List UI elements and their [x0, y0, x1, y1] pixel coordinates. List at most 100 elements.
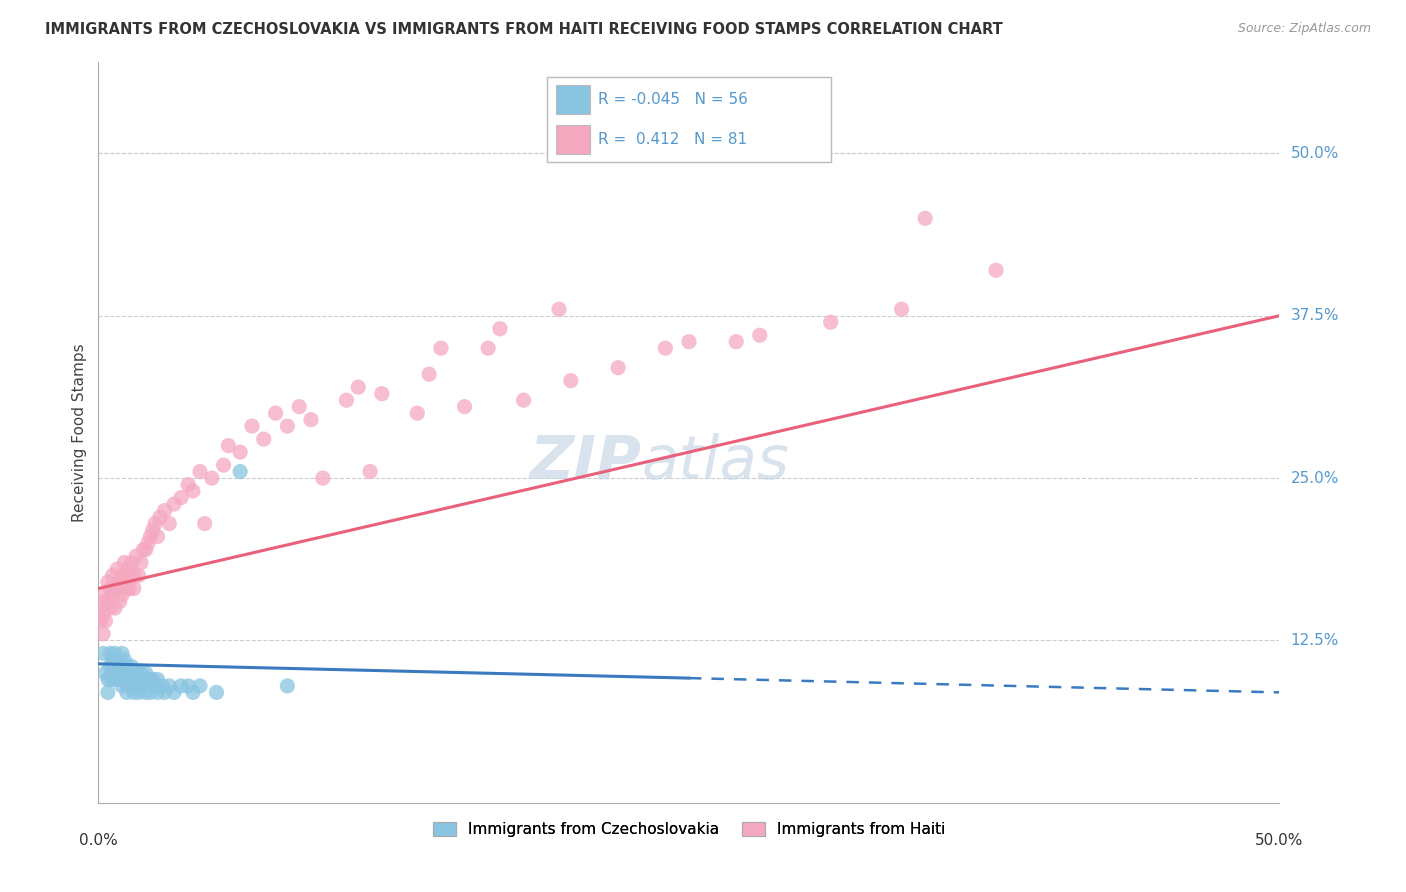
Point: [359, 465, 381, 479]
Point: [146, 673, 169, 687]
Point: [104, 673, 127, 687]
Point: [108, 673, 131, 687]
Point: [914, 211, 936, 226]
Point: [112, 665, 135, 680]
Point: [177, 679, 200, 693]
Point: [240, 419, 263, 434]
Point: [101, 588, 124, 602]
Point: [132, 673, 155, 687]
Point: [654, 341, 676, 355]
Point: [150, 679, 173, 693]
Point: [177, 477, 200, 491]
Point: [477, 341, 499, 355]
Point: [153, 685, 176, 699]
Point: [132, 542, 155, 557]
Point: [105, 562, 128, 576]
Point: [139, 529, 162, 543]
Point: [335, 393, 357, 408]
Point: [194, 516, 217, 531]
Point: [299, 412, 322, 426]
Point: [101, 653, 124, 667]
Point: [105, 582, 128, 596]
Point: [748, 328, 770, 343]
Point: [97, 574, 120, 589]
Point: [139, 685, 162, 699]
Point: [128, 568, 150, 582]
Text: 25.0%: 25.0%: [1291, 471, 1339, 485]
Point: [112, 653, 135, 667]
Point: [181, 685, 204, 699]
Point: [122, 685, 145, 699]
Point: [135, 685, 157, 699]
Point: [347, 380, 370, 394]
Point: [149, 510, 172, 524]
Point: [91, 627, 114, 641]
Point: [105, 673, 128, 687]
Point: [128, 673, 150, 687]
Point: [229, 445, 252, 459]
Point: [188, 679, 211, 693]
Point: [371, 386, 394, 401]
Text: atlas: atlas: [641, 433, 790, 491]
Point: [98, 673, 121, 687]
Point: [122, 582, 145, 596]
Point: [312, 471, 335, 485]
Point: [122, 568, 145, 582]
Point: [512, 393, 534, 408]
Point: [201, 471, 224, 485]
Point: [153, 503, 176, 517]
Point: [135, 665, 157, 680]
Point: [418, 367, 440, 381]
Point: [122, 673, 145, 687]
Point: [104, 582, 127, 596]
Point: [489, 322, 512, 336]
Point: [129, 556, 152, 570]
Point: [725, 334, 748, 349]
Point: [163, 497, 186, 511]
Point: [170, 679, 193, 693]
Point: [108, 653, 131, 667]
Point: [125, 665, 148, 680]
Point: [125, 549, 148, 563]
Point: [111, 679, 134, 693]
Point: [111, 647, 134, 661]
Point: [112, 556, 135, 570]
Point: [406, 406, 429, 420]
Point: [91, 607, 114, 622]
Point: [142, 673, 165, 687]
Point: [560, 374, 582, 388]
Point: [111, 659, 134, 673]
Point: [111, 568, 134, 582]
Point: [97, 673, 120, 687]
Point: [101, 568, 124, 582]
Point: [111, 588, 134, 602]
Point: [105, 659, 128, 673]
Text: ZIP: ZIP: [530, 433, 641, 491]
Point: [94, 614, 117, 628]
Point: [118, 562, 141, 576]
Point: [205, 685, 228, 699]
Point: [97, 685, 120, 699]
Point: [146, 685, 169, 699]
Point: [678, 334, 700, 349]
Point: [98, 601, 121, 615]
Point: [136, 536, 159, 550]
Point: [121, 556, 143, 570]
Point: [548, 302, 571, 317]
Point: [104, 601, 127, 615]
Point: [143, 679, 166, 693]
Point: [115, 582, 138, 596]
Point: [163, 685, 186, 699]
Point: [217, 439, 239, 453]
Point: [91, 588, 114, 602]
Point: [157, 516, 180, 531]
Point: [157, 679, 180, 693]
Point: [108, 594, 131, 608]
Point: [98, 582, 121, 596]
Point: [115, 685, 138, 699]
Text: 37.5%: 37.5%: [1291, 309, 1339, 323]
Point: [253, 432, 276, 446]
Point: [104, 647, 127, 661]
Point: [453, 400, 475, 414]
Point: [125, 679, 148, 693]
